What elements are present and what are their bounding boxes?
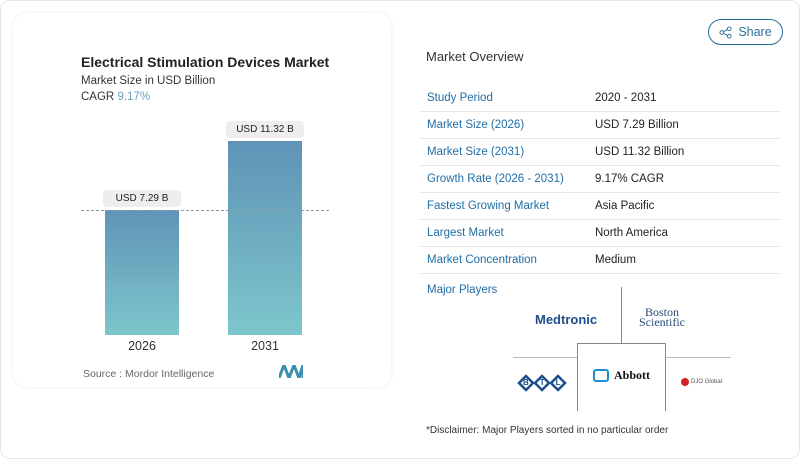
row-value: North America xyxy=(595,227,668,239)
row-label: Market Size (2026) xyxy=(427,119,525,131)
divider xyxy=(621,287,622,357)
bar-2026 xyxy=(105,210,179,335)
abbott-text: Abbott xyxy=(614,368,651,382)
x-tick-label: 2031 xyxy=(251,339,279,353)
row-label: Largest Market xyxy=(427,227,504,239)
row-value: USD 7.29 Billion xyxy=(595,119,679,131)
bar-2031 xyxy=(228,141,302,335)
overview-row: Market Concentration Medium xyxy=(419,247,781,274)
cagr-value: 9.17% xyxy=(117,91,151,103)
player-logo-djo: DJO Global xyxy=(681,378,722,386)
share-label: Share xyxy=(738,25,772,39)
disclaimer: *Disclaimer: Major Players sorted in no … xyxy=(426,425,669,436)
source-text: Source : Mordor Intelligence xyxy=(83,368,215,380)
row-label: Market Concentration xyxy=(427,254,537,266)
data-label: USD 11.32 B xyxy=(226,121,304,138)
row-value: Medium xyxy=(595,254,636,266)
overview-title: Market Overview xyxy=(426,49,524,64)
row-label: Study Period xyxy=(427,92,493,104)
row-label: Market Size (2031) xyxy=(427,146,525,158)
divider xyxy=(577,343,666,411)
row-value: 2020 - 2031 xyxy=(595,92,657,104)
overview-row: Fastest Growing Market Asia Pacific xyxy=(419,193,781,220)
overview-row: Growth Rate (2026 - 2031) 9.17% CAGR xyxy=(419,166,781,193)
cagr: CAGR 9.17% xyxy=(81,91,150,103)
share-button[interactable]: Share xyxy=(708,19,783,45)
x-tick-label: 2026 xyxy=(128,339,156,353)
share-icon xyxy=(719,25,732,39)
overview-row: Study Period 2020 - 2031 xyxy=(419,85,781,112)
row-value: 9.17% CAGR xyxy=(595,173,665,185)
overview-row: Largest Market North America xyxy=(419,220,781,247)
djo-text: DJO Global xyxy=(691,379,723,385)
overview-row: Market Size (2031) USD 11.32 Billion xyxy=(419,139,781,166)
data-label: USD 7.29 B xyxy=(103,190,181,208)
overview-row: Market Size (2026) USD 7.29 Billion xyxy=(419,112,781,139)
row-value: USD 11.32 Billion xyxy=(595,146,685,158)
row-label: Fastest Growing Market xyxy=(427,200,550,212)
row-label: Growth Rate (2026 - 2031) xyxy=(427,173,564,185)
cagr-label: CAGR xyxy=(81,91,115,103)
chart-title: Electrical Stimulation Devices Market xyxy=(81,54,330,70)
row-value: Asia Pacific xyxy=(595,200,655,212)
mordor-logo-icon xyxy=(279,365,303,378)
btl-text: BTL xyxy=(523,378,572,387)
player-logo-boston-scientific: Boston Scientific xyxy=(639,305,685,329)
player-logo-medtronic: Medtronic xyxy=(535,312,598,327)
chart-card xyxy=(13,13,391,387)
major-players-label: Major Players xyxy=(427,284,498,296)
player-logo-abbott: Abbott xyxy=(593,368,650,383)
player-logo-btl xyxy=(517,374,567,392)
chart-subtitle: Market Size in USD Billion xyxy=(81,75,216,87)
reference-line xyxy=(81,210,329,211)
